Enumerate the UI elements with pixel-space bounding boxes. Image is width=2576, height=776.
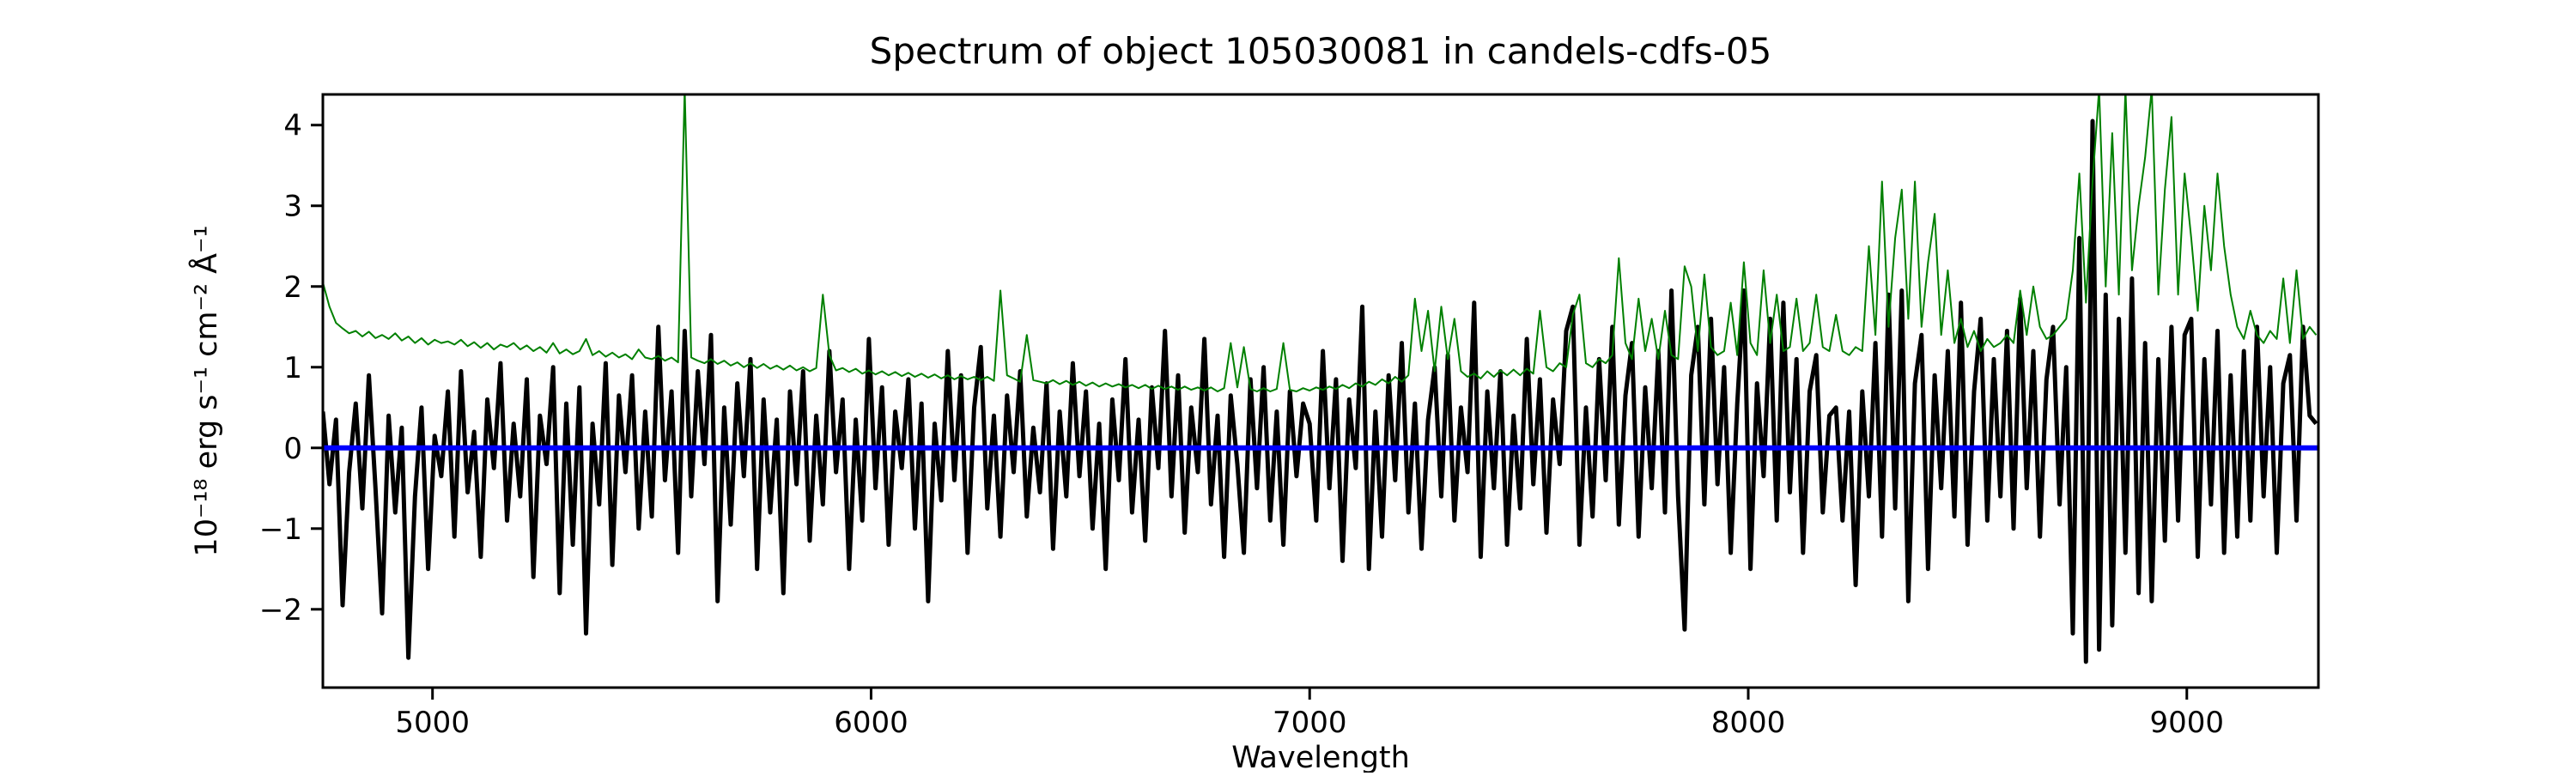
y-tick-label: −1 — [259, 512, 302, 547]
x-tick-label: 6000 — [834, 706, 908, 740]
y-axis-label: 10⁻¹⁸ erg s⁻¹ cm⁻² Å⁻¹ — [187, 225, 224, 556]
series-flux — [323, 118, 2318, 664]
y-tick-label: 0 — [283, 432, 302, 466]
x-tick-label: 8000 — [1711, 706, 1786, 740]
chart-title: Spectrum of object 105030081 in candels-… — [870, 30, 1772, 72]
y-tick-label: 3 — [283, 190, 302, 224]
series-noise — [323, 94, 2318, 392]
axes-spines — [321, 93, 2320, 689]
x-axis-label: Wavelength — [1231, 741, 1410, 773]
y-tick-label: 4 — [283, 109, 302, 143]
y-tick-label: 1 — [283, 351, 302, 385]
y-tick-label: 2 — [283, 270, 302, 305]
plot-axes — [311, 93, 2320, 700]
x-tick-label: 5000 — [395, 706, 470, 740]
plot-series — [323, 94, 2318, 664]
y-tick-label: −2 — [259, 593, 302, 627]
x-tick-label: 9000 — [2150, 706, 2225, 740]
x-tick-label: 7000 — [1273, 706, 1347, 740]
plot-tick-labels: 5000 6000 7000 8000 9000 −2 −1 0 1 2 3 4 — [259, 109, 2224, 740]
